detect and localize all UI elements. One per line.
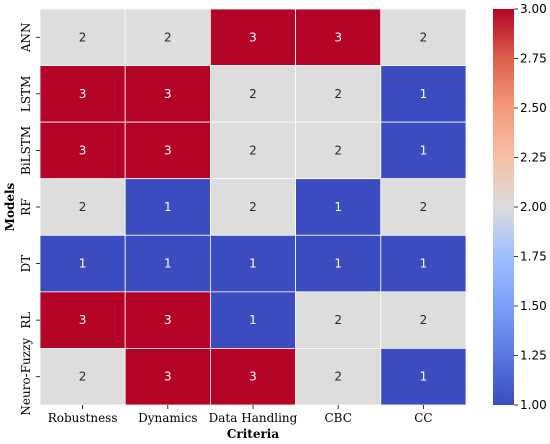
cell-value-label: 2 <box>334 313 342 327</box>
colorbar-tick-label: 1.75 <box>520 250 547 264</box>
cell-value-label: 3 <box>79 87 87 101</box>
cell-value-label: 1 <box>249 257 257 271</box>
heatmap-cell-labels: 2 2 3 3 2 3 3 2 2 1 3 3 2 2 1 2 1 2 1 2 1 1 1 1 1 3 3 1 2 2 2 3 3 2 1 <box>79 30 427 383</box>
x-tick-label: Dynamics <box>138 411 197 425</box>
y-tick-label: RF <box>19 198 33 215</box>
heatmap-cell <box>124 8 211 66</box>
colorbar-ticks: 1.00 1.25 1.50 1.75 2.00 2.25 2.50 2.75 3.00 <box>514 2 547 412</box>
cell-value-label: 1 <box>420 370 428 384</box>
heatmap-cell <box>380 291 467 349</box>
cell-value-label: 1 <box>249 313 257 327</box>
y-tick-label: BiLSTM <box>19 126 33 175</box>
y-axis-title: Models <box>3 182 17 231</box>
heatmap-cell <box>39 8 126 66</box>
cell-value-label: 2 <box>420 30 428 44</box>
cell-value-label: 2 <box>334 87 342 101</box>
y-tick-label: DT <box>19 255 33 273</box>
heatmap-cell <box>380 178 467 236</box>
cell-value-label: 2 <box>334 143 342 157</box>
x-axis-title: Criteria <box>227 427 279 441</box>
cell-value-label: 2 <box>164 30 172 44</box>
cell-value-label: 3 <box>79 143 87 157</box>
x-tick-label: CBC <box>324 411 351 425</box>
y-tick-label: ANN <box>19 22 33 53</box>
cell-value-label: 1 <box>164 200 172 214</box>
y-tick-label: RL <box>19 312 33 329</box>
cell-value-label: 1 <box>334 200 342 214</box>
cell-value-label: 1 <box>420 143 428 157</box>
cell-value-label: 3 <box>164 143 172 157</box>
colorbar-tick-label: 2.00 <box>520 200 547 214</box>
heatmap-cell <box>380 234 467 293</box>
cell-value-label: 1 <box>164 257 172 271</box>
heatmap-cell <box>124 234 211 293</box>
cell-value-label: 2 <box>79 200 87 214</box>
x-axis-ticks: Robustness Dynamics Data Handling CBC CC <box>48 405 433 425</box>
heatmap-cells <box>39 8 467 406</box>
cell-value-label: 3 <box>164 87 172 101</box>
heatmap-cell <box>209 121 296 180</box>
cell-value-label: 1 <box>420 87 428 101</box>
colorbar-tick-label: 1.00 <box>520 398 547 412</box>
colorbar-tick-label: 2.75 <box>520 52 547 66</box>
colorbar-tick-label: 2.50 <box>520 101 547 115</box>
heatmap-cell <box>295 178 382 236</box>
cell-value-label: 2 <box>334 370 342 384</box>
heatmap-cell <box>209 178 296 236</box>
x-tick-label: Data Handling <box>209 411 298 425</box>
heatmap-cell <box>39 234 126 293</box>
colorbar-tick-label: 1.50 <box>520 299 547 313</box>
colorbar-tick-label: 3.00 <box>520 2 547 16</box>
heatmap-cell <box>209 65 296 123</box>
cell-value-label: 2 <box>249 143 257 157</box>
cell-value-label: 3 <box>249 30 257 44</box>
heatmap-cell <box>124 291 211 349</box>
heatmap-cell <box>380 8 467 66</box>
heatmap-cell <box>39 65 126 123</box>
y-tick-label: Neuro-Fuzzy <box>19 338 33 416</box>
x-tick-label: CC <box>414 411 432 425</box>
cell-value-label: 2 <box>79 30 87 44</box>
heatmap-cell <box>295 8 382 66</box>
colorbar-tick-label: 2.25 <box>520 151 547 165</box>
y-axis-ticks: ANN LSTM BiLSTM RF DT RL Neuro-Fuzzy <box>19 22 40 416</box>
cell-value-label: 1 <box>334 257 342 271</box>
heatmap-cell <box>380 65 467 123</box>
cell-value-label: 2 <box>420 313 428 327</box>
colorbar <box>493 9 514 405</box>
cell-value-label: 2 <box>79 370 87 384</box>
colorbar-tick-label: 1.25 <box>520 349 547 363</box>
heatmap-cell <box>295 121 382 180</box>
cell-value-label: 1 <box>79 257 87 271</box>
cell-value-label: 3 <box>334 30 342 44</box>
heatmap-cell <box>209 234 296 293</box>
heatmap-cell <box>39 348 126 406</box>
cell-value-label: 3 <box>164 313 172 327</box>
cell-value-label: 2 <box>420 200 428 214</box>
cell-value-label: 1 <box>420 257 428 271</box>
x-tick-label: Robustness <box>48 411 118 425</box>
cell-value-label: 3 <box>249 370 257 384</box>
heatmap-cell <box>209 291 296 349</box>
cell-value-label: 3 <box>79 313 87 327</box>
heatmap-cell <box>209 8 296 66</box>
cell-value-label: 2 <box>249 200 257 214</box>
cell-value-label: 3 <box>164 370 172 384</box>
y-tick-label: LSTM <box>19 76 33 112</box>
heatmap-cell <box>124 121 211 180</box>
heatmap-cell <box>295 291 382 349</box>
heatmap-cell <box>380 121 467 180</box>
cell-value-label: 2 <box>249 87 257 101</box>
heatmap-cell <box>124 178 211 236</box>
heatmap-cell <box>380 348 467 406</box>
